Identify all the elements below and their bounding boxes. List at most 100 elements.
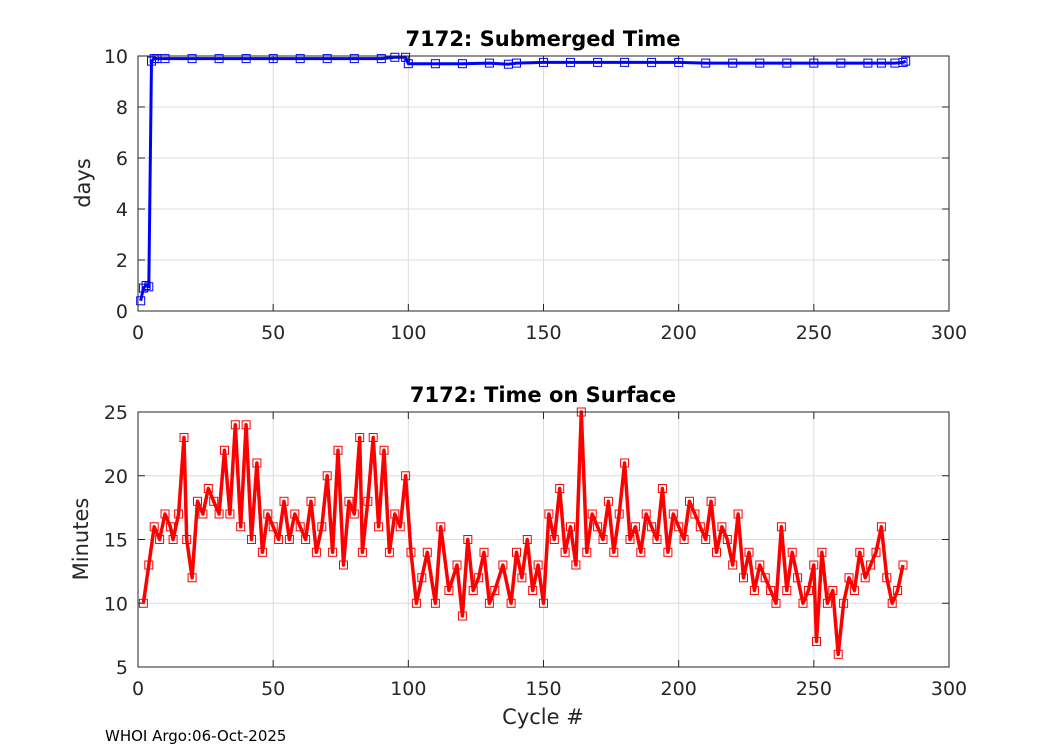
top-data-point: [901, 56, 911, 66]
bottom-data-point: [539, 598, 548, 608]
bottom-x-tick-label: 250: [796, 678, 832, 700]
bottom-axes-frame: [137, 411, 950, 668]
top-y-tick-label: 6: [116, 148, 128, 170]
bottom-series-line: [141, 410, 905, 657]
bottom-data-point: [898, 560, 908, 570]
bottom-data-point: [782, 586, 792, 595]
top-data-point: [620, 57, 630, 67]
bottom-data-point: [625, 535, 635, 544]
bottom-data-point: [657, 484, 667, 493]
top-x-tick-label: 50: [261, 322, 285, 344]
bottom-data-point: [522, 535, 532, 544]
bottom-data-point: [252, 458, 262, 468]
bottom-data-point: [411, 598, 421, 608]
bottom-data-point: [290, 509, 300, 519]
top-data-point: [268, 54, 278, 64]
top-data-point: [782, 58, 792, 68]
bottom-data-point: [349, 509, 359, 519]
bottom-data-point: [803, 586, 813, 595]
bottom-data-point: [247, 535, 256, 544]
bottom-data-point: [317, 522, 327, 532]
top-data-point: [674, 57, 684, 67]
top-data-point: [214, 54, 224, 64]
bottom-data-point: [463, 535, 473, 544]
bottom-data-point: [749, 586, 759, 595]
bottom-data-point: [766, 586, 776, 595]
top-data-point: [376, 54, 386, 64]
bottom-data-point: [712, 547, 721, 557]
bottom-data-point: [636, 547, 646, 557]
bottom-data-point: [328, 547, 338, 557]
bottom-data-point: [787, 547, 797, 557]
bottom-data-point: [182, 535, 192, 544]
bottom-data-point: [760, 573, 770, 583]
bottom-data-point: [641, 509, 651, 519]
bottom-data-point: [512, 547, 521, 557]
top-data-point: [809, 58, 819, 68]
top-axes-frame: [137, 55, 950, 312]
bottom-data-point: [620, 458, 630, 468]
bottom-x-axis-label: Cycle #: [502, 705, 584, 729]
surface-time-plot: 0 50 100 150 200 250 300 5 10 15 20 25 7172: Time …: [69, 383, 967, 729]
bottom-data-point: [798, 598, 808, 608]
top-data-point: [701, 58, 711, 68]
top-data-point: [403, 59, 413, 69]
top-y-axis-label: days: [71, 158, 95, 208]
bottom-data-point: [333, 445, 343, 455]
bottom-data-point: [395, 522, 405, 532]
bottom-data-point: [479, 547, 489, 557]
submerged-time-plot: 0 50 100 150 200 250 300 0 2 4 6 8 10 7172: Submerg…: [71, 27, 967, 344]
bottom-data-point: [630, 522, 640, 532]
bottom-data-point: [728, 560, 738, 570]
bottom-data-point: [733, 509, 743, 519]
bottom-data-point: [828, 586, 838, 595]
bottom-data-point: [755, 560, 765, 570]
top-series-line: [139, 55, 907, 302]
bottom-x-tick-labels: 0 50 100 150 200 250 300: [132, 678, 967, 700]
top-data-point: [484, 58, 494, 68]
bottom-plot-title: 7172: Time on Surface: [410, 383, 676, 407]
bottom-data-point: [187, 573, 197, 583]
bottom-data-point: [209, 496, 219, 506]
bottom-data-point: [582, 547, 592, 557]
bottom-data-point: [668, 509, 678, 519]
top-y-tick-labels: 0 2 4 6 8 10: [104, 46, 128, 323]
bottom-data-point: [533, 560, 543, 570]
top-y-tick-label: 0: [116, 301, 128, 323]
top-x-tick-label: 100: [390, 322, 426, 344]
bottom-data-point: [417, 573, 427, 583]
bottom-data-point: [549, 535, 559, 544]
top-data-point: [898, 57, 908, 67]
bottom-data-point: [436, 522, 446, 532]
bottom-data-point: [406, 547, 416, 557]
bottom-data-point: [284, 535, 294, 544]
bottom-y-tick-label: 20: [104, 466, 128, 488]
bottom-data-point: [257, 547, 267, 557]
bottom-data-point: [674, 522, 684, 532]
bottom-data-point: [893, 586, 903, 595]
top-y-tick-label: 10: [104, 46, 128, 68]
bottom-data-point: [701, 535, 711, 544]
top-y-tick-label: 8: [116, 97, 128, 119]
bottom-data-point: [571, 560, 581, 570]
bottom-x-tick-label: 100: [390, 678, 426, 700]
bottom-data-point: [165, 522, 175, 532]
bottom-data-point: [822, 598, 832, 608]
bottom-data-point: [517, 573, 527, 583]
bottom-series-line: [141, 410, 905, 657]
bottom-data-point: [528, 586, 538, 595]
bottom-data-point: [138, 598, 148, 608]
bottom-data-point: [887, 598, 897, 608]
bottom-data-point: [306, 496, 316, 506]
bottom-data-point: [839, 598, 849, 608]
bottom-data-point: [876, 522, 886, 532]
bottom-data-point: [193, 496, 202, 506]
top-data-point: [755, 58, 765, 68]
bottom-data-point: [793, 573, 803, 583]
bottom-data-point: [220, 445, 229, 455]
bottom-data-point: [849, 586, 859, 595]
bottom-data-point: [468, 586, 478, 595]
bottom-x-tick-label: 50: [261, 678, 285, 700]
bottom-data-point: [155, 535, 165, 544]
